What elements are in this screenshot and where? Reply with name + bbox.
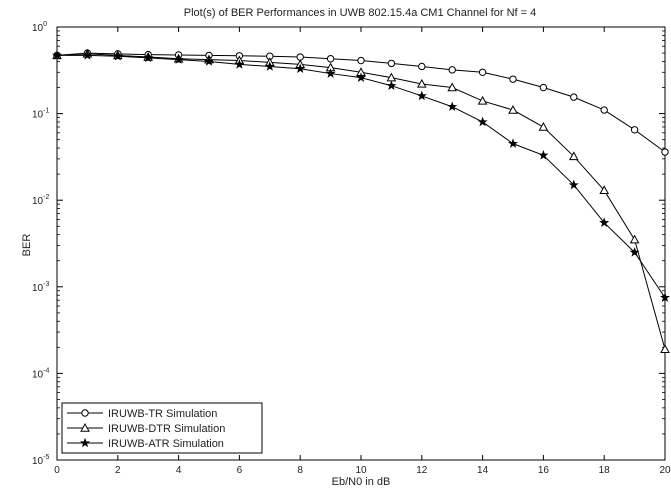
y-tick-label: 10-4 (32, 367, 49, 380)
legend-label: IRUWB-DTR Simulation (108, 423, 225, 435)
series-star (51, 50, 671, 302)
legend-marker-triangle (80, 422, 90, 432)
data-point-star (599, 217, 610, 227)
legend-marker-star (79, 437, 91, 448)
data-point-star (51, 50, 63, 60)
y-axis-ticks: 100 10-1 10-2 10-3 10-4 10-5 (32, 21, 665, 467)
data-point-star (264, 61, 275, 71)
data-point-triangle (538, 121, 549, 131)
data-point-star (507, 138, 519, 148)
data-point-star (295, 63, 306, 73)
legend-marker-circle (81, 409, 89, 417)
x-axis-label: Eb/N0 in dB (332, 476, 391, 488)
x-tick-label: 14 (477, 465, 489, 476)
x-tick-label: 18 (599, 465, 611, 476)
y-tick-label: 10-1 (32, 108, 49, 121)
data-point-triangle (568, 151, 579, 161)
data-point-star (416, 90, 427, 101)
data-point-circle (630, 126, 639, 134)
data-point-star (659, 292, 671, 302)
data-point-triangle (508, 104, 518, 114)
y-tick-label: 10-2 (32, 194, 49, 207)
data-point-circle (448, 66, 456, 74)
data-point-star (355, 72, 367, 82)
x-tick-label: 16 (538, 465, 550, 476)
data-point-star (386, 80, 397, 90)
data-point-circle (539, 83, 548, 92)
data-point-circle (570, 93, 578, 101)
data-point-star (173, 54, 184, 64)
data-point-circle (509, 75, 517, 83)
data-point-star (568, 179, 579, 190)
x-tick-label: 0 (54, 465, 60, 476)
x-tick-label: 10 (355, 465, 367, 476)
data-point-star (447, 101, 458, 112)
legend-entries: IRUWB-TR Simulation IRUWB-DTR Simulation I… (67, 408, 225, 450)
data-point-triangle (599, 185, 610, 195)
data-point-star (112, 50, 123, 61)
y-axis-label: BER (21, 234, 33, 257)
data-point-triangle (629, 234, 640, 244)
data-point-circle (326, 55, 335, 63)
x-axis-ticks: 0 2 4 6 8 10 12 14 16 18 20 (54, 27, 671, 476)
data-point-star (143, 52, 154, 63)
series-layer (51, 48, 671, 353)
data-point-circle (418, 62, 426, 71)
data-point-star (82, 50, 93, 60)
legend-label: IRUWB-TR Simulation (108, 408, 217, 420)
data-point-circle (600, 106, 608, 114)
data-point-triangle (447, 82, 458, 92)
data-point-circle (387, 59, 396, 68)
chart-title: Plot(s) of BER Performances in UWB 802.1… (184, 7, 536, 19)
x-tick-label: 12 (416, 465, 428, 476)
data-point-triangle (477, 95, 488, 105)
legend-entry: IRUWB-ATR Simulation (67, 437, 224, 450)
legend-entry: IRUWB-TR Simulation (67, 408, 217, 420)
legend-label: IRUWB-ATR Simulation (108, 438, 224, 450)
x-tick-label: 8 (297, 465, 303, 476)
x-tick-label: 2 (115, 465, 121, 476)
y-tick-label: 100 (32, 21, 47, 34)
data-point-star (538, 150, 549, 160)
legend: IRUWB-TR Simulation IRUWB-DTR Simulation I… (61, 402, 263, 454)
data-point-triangle (660, 344, 670, 353)
data-point-circle (478, 68, 487, 76)
x-tick-label: 6 (237, 465, 243, 476)
data-point-triangle (416, 78, 427, 88)
data-point-star (325, 68, 336, 78)
y-tick-label: 10-5 (32, 454, 49, 467)
data-point-star (203, 56, 215, 66)
data-point-circle (357, 56, 365, 65)
data-point-star (477, 116, 488, 127)
x-tick-label: 20 (659, 465, 671, 476)
y-tick-label: 10-3 (32, 281, 49, 294)
x-tick-label: 4 (176, 465, 182, 476)
data-point-circle (296, 53, 304, 61)
data-point-star (234, 59, 245, 69)
data-point-star (629, 247, 640, 257)
data-point-circle (661, 148, 669, 156)
legend-entry: IRUWB-DTR Simulation (67, 422, 225, 435)
